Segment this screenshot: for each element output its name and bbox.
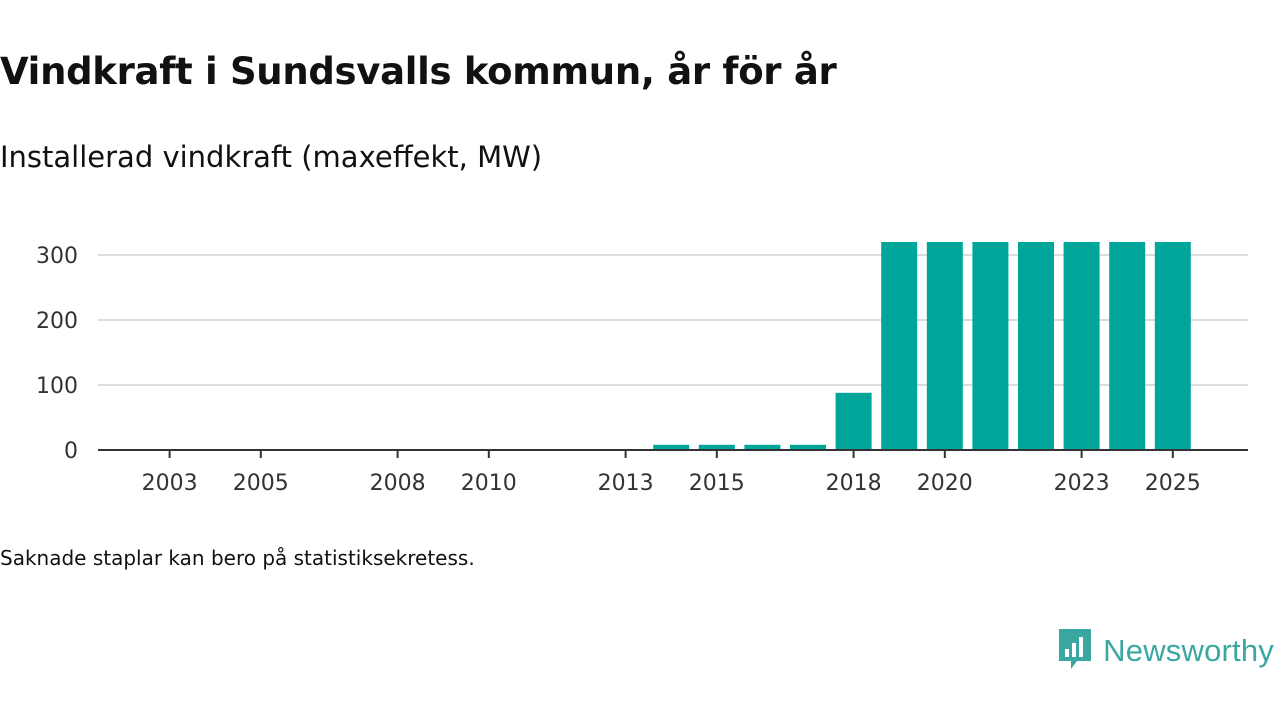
x-tick-label: 2008 [370, 471, 426, 496]
footnote: Saknade staplar kan bero på statistiksek… [0, 546, 475, 570]
gridlines [98, 254, 1248, 386]
bar-2023 [1063, 242, 1100, 450]
y-tick-label: 300 [36, 244, 78, 269]
bar-2022 [1018, 242, 1054, 450]
chart-title: Vindkraft i Sundsvalls kommun, år för år [0, 50, 837, 93]
bar-2015 [698, 444, 735, 450]
y-tick-label: 100 [36, 374, 78, 399]
bar-2024 [1109, 242, 1146, 450]
bar-2025 [1154, 242, 1191, 450]
x-tick-label: 2020 [917, 471, 973, 496]
bar-2016 [744, 444, 781, 450]
bar-2017 [790, 444, 826, 450]
bar-2020 [926, 242, 963, 450]
brand-name: Newsworthy [1103, 633, 1274, 668]
newsworthy-logo-icon [1057, 627, 1093, 675]
x-tick-label: 2010 [461, 471, 517, 496]
y-axis-ticks: 0 100 200 300 [36, 244, 78, 464]
x-tick-label: 2023 [1054, 471, 1110, 496]
x-tick-label: 2013 [598, 471, 654, 496]
x-tick-label: 2005 [233, 471, 289, 496]
brand-logo: Newsworthy [1057, 628, 1274, 674]
y-tick-label: 200 [36, 309, 78, 334]
bars [653, 242, 1191, 450]
bar-2019 [881, 242, 918, 450]
x-tick-label: 2025 [1145, 471, 1201, 496]
y-tick-label: 0 [64, 439, 78, 464]
bar-2018 [835, 392, 872, 450]
x-tick-label: 2003 [142, 471, 198, 496]
bar-2014 [653, 444, 690, 450]
x-tick-label: 2015 [689, 471, 745, 496]
chart-subtitle: Installerad vindkraft (maxeffekt, MW) [0, 140, 543, 174]
bar-2021 [972, 242, 1009, 450]
x-tick-label: 2018 [826, 471, 882, 496]
x-axis-ticks: 2003 2005 2008 2010 2013 2015 2018 2020 2023 2025 [142, 450, 1201, 496]
